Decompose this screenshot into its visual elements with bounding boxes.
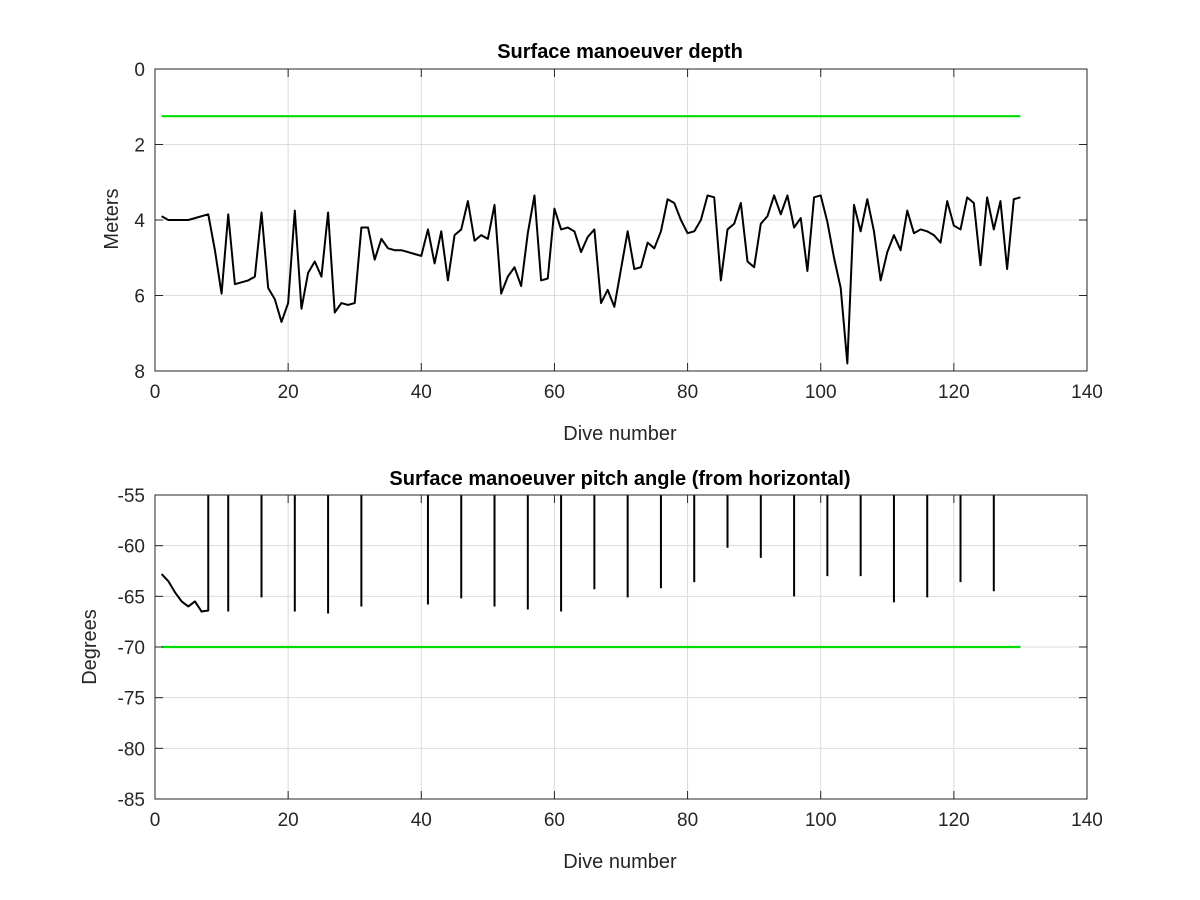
chart-title: Surface manoeuver pitch angle (from hori…	[389, 468, 850, 490]
x-axis-label: Dive number	[563, 851, 677, 873]
x-tick-label: 20	[278, 810, 299, 831]
y-tick-label: 0	[134, 60, 145, 81]
y-tick-label: -85	[118, 790, 145, 811]
plot-layer: 0 20 40 60 80 100 120 140 -55 -60 -65 -70 -75 -80 -85	[118, 486, 1103, 831]
depth-chart: 0 20 40 60 80 100 120 140 0 2 4 6 8 Surface manoeuver…	[101, 41, 1103, 445]
x-tick-label: 0	[150, 382, 161, 403]
y-tick-label: 6	[134, 287, 145, 308]
x-tick-label: 60	[544, 810, 565, 831]
x-tick-label: 140	[1071, 810, 1103, 831]
y-tick-label: 8	[134, 362, 145, 383]
x-tick-label: 100	[805, 382, 837, 403]
plot-layer: 0 20 40 60 80 100 120 140 0 2 4 6 8	[134, 60, 1102, 403]
x-tick-label: 120	[938, 810, 970, 831]
x-axis-label: Dive number	[563, 423, 677, 445]
y-tick-label: -65	[118, 587, 145, 608]
chart-title: Surface manoeuver depth	[497, 41, 743, 63]
y-tick-label: 4	[134, 211, 145, 232]
y-axis-label: Degrees	[79, 609, 101, 685]
x-tick-label: 0	[150, 810, 161, 831]
y-tick-label: -70	[118, 638, 145, 659]
y-tick-label: 2	[134, 136, 145, 157]
x-tick-label: 80	[677, 382, 698, 403]
x-tick-label: 80	[677, 810, 698, 831]
data-series-line	[160, 495, 995, 614]
x-tick-label: 140	[1071, 382, 1103, 403]
x-tick-label: 40	[411, 382, 432, 403]
y-axis-label: Meters	[101, 188, 123, 249]
pitch-chart: 0 20 40 60 80 100 120 140 -55 -60 -65 -70 -75 -80 -85 S…	[79, 468, 1103, 873]
x-tick-label: 100	[805, 810, 837, 831]
x-tick-label: 120	[938, 382, 970, 403]
data-series-line	[161, 194, 1021, 365]
x-tick-label: 60	[544, 382, 565, 403]
y-tick-label: -75	[118, 689, 145, 710]
x-tick-label: 20	[278, 382, 299, 403]
y-tick-label: -80	[118, 739, 145, 760]
y-tick-label: -60	[118, 537, 145, 558]
x-tick-label: 40	[411, 810, 432, 831]
y-tick-label: -55	[118, 486, 145, 507]
